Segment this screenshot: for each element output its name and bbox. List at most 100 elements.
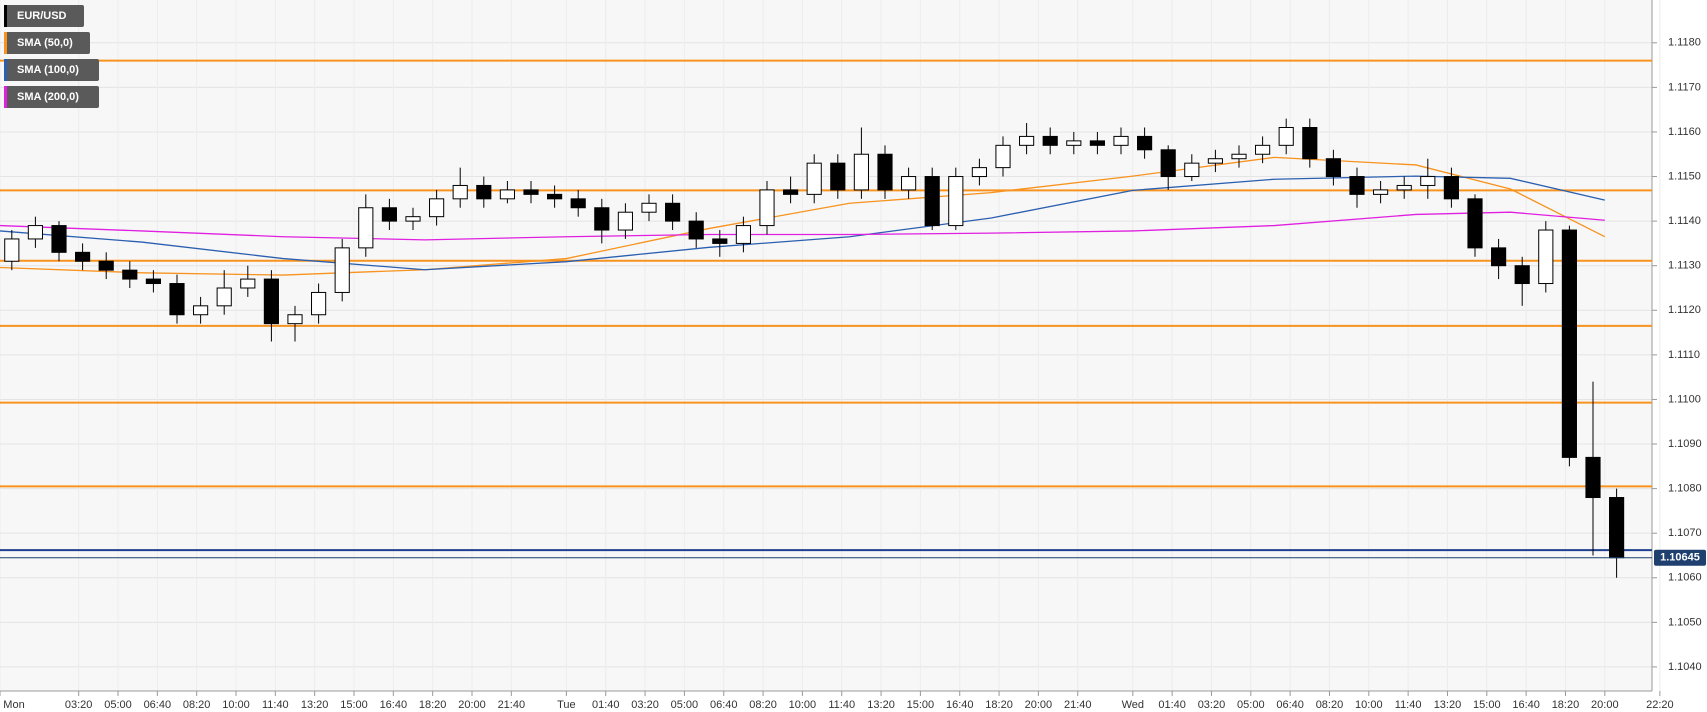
x-tick-label: 06:40 (144, 699, 172, 711)
candle-body (1113, 135, 1129, 146)
x-tick-label: 13:20 (301, 699, 329, 711)
candle-body (1255, 144, 1271, 155)
x-tick-label: 11:40 (828, 699, 855, 711)
candle-body (641, 202, 657, 213)
candle-body (735, 225, 751, 244)
candle-body (617, 211, 633, 231)
legend-label: SMA (50,0) (17, 37, 73, 49)
candle-body (971, 167, 987, 178)
sma-line (0, 175, 1605, 271)
x-tick-label: 22:20 (1646, 699, 1674, 711)
x-tick-label: 13:20 (1434, 699, 1462, 711)
y-tick-label: 1.1160 (1668, 126, 1701, 138)
legend-label: EUR/USD (17, 10, 67, 22)
x-tick-label: 06:40 (710, 699, 738, 711)
candle-body (27, 225, 43, 240)
candle-body (193, 305, 209, 316)
candle-body (334, 247, 350, 293)
y-tick-label: 1.1120 (1668, 304, 1701, 316)
y-tick-label: 1.1170 (1668, 81, 1701, 93)
x-tick-label: 21:40 (498, 699, 526, 711)
candle-body (381, 207, 397, 222)
x-tick-label: 10:00 (789, 699, 817, 711)
candle-body (901, 176, 917, 191)
candle-body (1349, 176, 1365, 195)
x-tick-label: Tue (557, 699, 576, 711)
legend-label: SMA (100,0) (17, 64, 79, 76)
candle-body (995, 144, 1011, 169)
candle-body (1373, 189, 1389, 195)
candle-body (1396, 184, 1412, 191)
candle-body (806, 162, 822, 195)
y-tick-label: 1.1110 (1668, 349, 1700, 361)
x-tick-label: 16:40 (1512, 699, 1540, 711)
candle-body (594, 207, 610, 231)
candle-body (1467, 198, 1483, 249)
y-tick-label: 1.1150 (1668, 170, 1701, 182)
x-tick-label: 01:40 (1158, 699, 1186, 711)
candle-body (877, 153, 893, 191)
candle-body (1585, 456, 1601, 499)
x-tick-label: 20:00 (458, 699, 486, 711)
x-tick-label: Mon (3, 699, 24, 711)
candle-body (499, 189, 515, 200)
y-tick-label: 1.1100 (1668, 393, 1701, 405)
candle-body (1160, 149, 1176, 178)
candle-body (1443, 176, 1459, 200)
x-tick-label: 06:40 (1276, 699, 1304, 711)
candle-body (570, 198, 586, 209)
candle-body (1561, 229, 1577, 458)
candle-body (665, 202, 681, 222)
x-tick-label: 13:20 (867, 699, 895, 711)
x-tick-label: 10:00 (1355, 699, 1383, 711)
x-tick-label: 01:40 (592, 699, 620, 711)
candle-body (1089, 140, 1105, 146)
candle-body (476, 184, 492, 200)
candle-body (405, 216, 421, 222)
candle-body (1491, 247, 1507, 267)
candle-body (216, 287, 232, 307)
candle-body (358, 207, 374, 249)
x-tick-label: 05:00 (104, 699, 132, 711)
y-tick-label: 1.1130 (1668, 260, 1701, 272)
x-tick-label: 10:00 (222, 699, 250, 711)
legend-swatch (4, 59, 7, 81)
candle-body (429, 198, 445, 218)
x-tick-label: 16:40 (380, 699, 408, 711)
y-tick-label: 1.1080 (1668, 483, 1702, 495)
candle-body (1184, 162, 1200, 178)
candle-body (1137, 135, 1153, 151)
candle-body (311, 291, 327, 316)
x-tick-label: 05:00 (1237, 699, 1265, 711)
candle-body (4, 238, 20, 262)
y-tick-label: 1.1040 (1668, 661, 1702, 673)
legend-label: SMA (200,0) (17, 91, 79, 103)
x-tick-label: 20:00 (1591, 699, 1619, 711)
sma-line (0, 156, 1606, 276)
y-tick-label: 1.1180 (1668, 37, 1701, 49)
candle-body (1207, 158, 1223, 164)
candle-body (547, 193, 563, 200)
candle-body (1278, 127, 1294, 146)
y-tick-label: 1.1060 (1668, 572, 1702, 584)
x-tick-label: 21:40 (1064, 699, 1092, 711)
x-tick-label: 03:20 (65, 699, 93, 711)
candle-body (1019, 135, 1035, 146)
x-tick-label: 08:20 (1316, 699, 1344, 711)
candle-body (1420, 176, 1436, 186)
candle-body (51, 225, 67, 253)
y-tick-label: 1.1070 (1668, 527, 1702, 539)
x-tick-label: 08:20 (183, 699, 211, 711)
candle-body (287, 314, 303, 325)
legend-swatch (4, 86, 7, 108)
candle-body (240, 278, 256, 289)
x-tick-label: 05:00 (671, 699, 699, 711)
candle-body (948, 176, 964, 227)
legend-swatch (4, 32, 7, 54)
candle-body (1066, 140, 1082, 146)
y-tick-label: 1.1090 (1668, 438, 1702, 450)
candle-body (452, 184, 468, 200)
x-tick-label: 08:20 (749, 699, 777, 711)
candle-body (853, 153, 869, 191)
